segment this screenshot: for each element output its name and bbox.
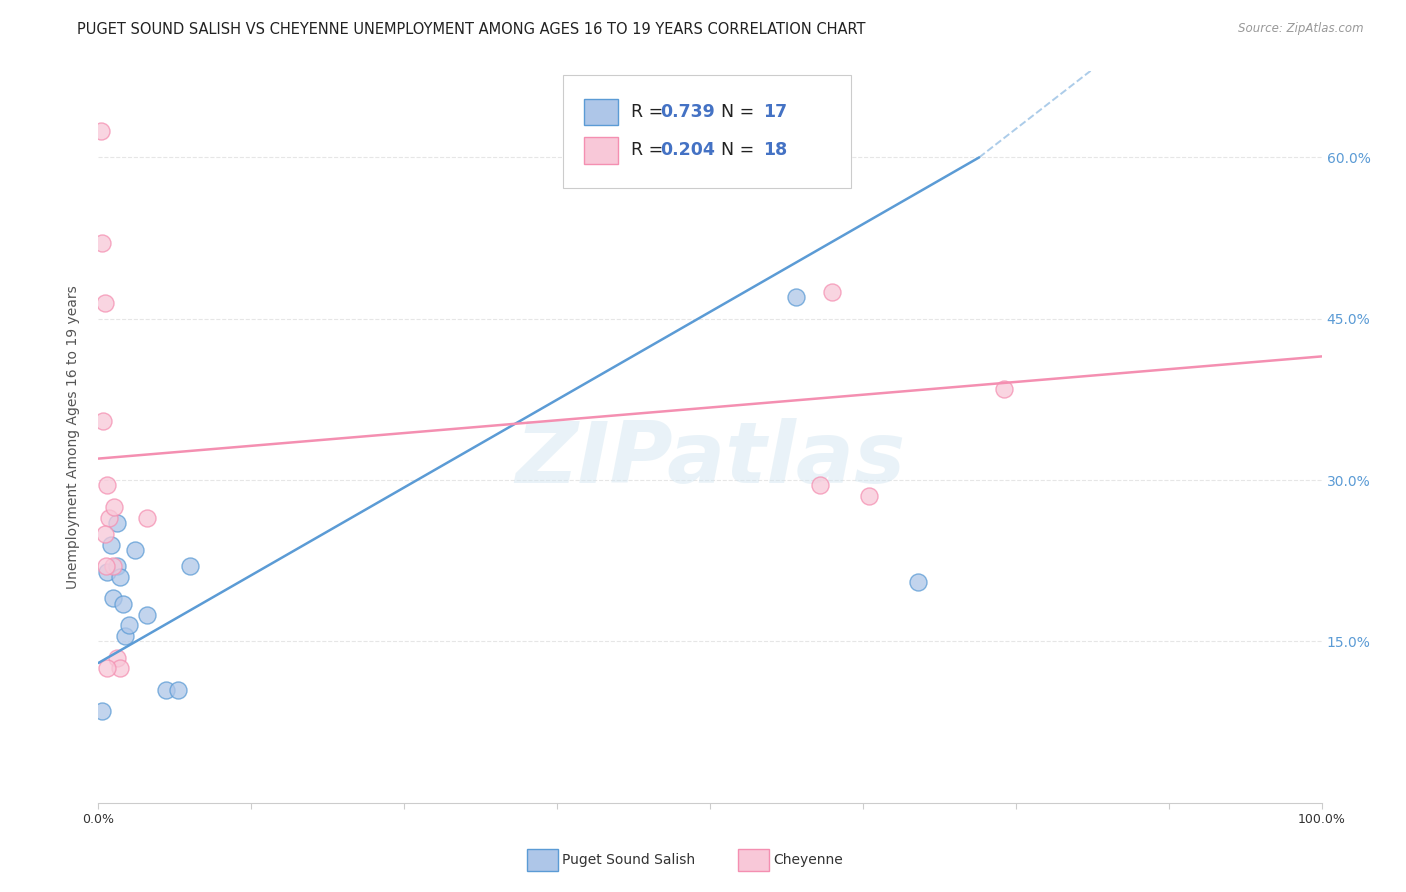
Point [90, 123, 112, 137]
Point [907, 575, 929, 590]
FancyBboxPatch shape [583, 99, 619, 126]
Point [105, 650, 128, 665]
Text: 18: 18 [762, 141, 787, 160]
Text: R =: R = [630, 103, 668, 121]
Text: 17: 17 [762, 103, 787, 121]
Point [167, 682, 190, 697]
Point [993, 382, 1015, 396]
Point [110, 570, 132, 584]
Point [96, 565, 118, 579]
Text: R =: R = [630, 141, 668, 160]
Point [101, 591, 124, 606]
FancyBboxPatch shape [564, 75, 851, 188]
Point [111, 597, 134, 611]
Point [808, 478, 831, 492]
Text: Source: ZipAtlas.com: Source: ZipAtlas.com [1239, 22, 1364, 36]
Point [105, 559, 128, 574]
Point [98, 510, 121, 524]
Point [96, 478, 118, 492]
Point [155, 682, 177, 697]
Text: Puget Sound Salish: Puget Sound Salish [562, 853, 696, 867]
Point [94, 559, 117, 574]
FancyBboxPatch shape [583, 137, 619, 163]
Point [785, 290, 807, 304]
Point [100, 538, 122, 552]
Point [91, 236, 114, 251]
Text: 0.739: 0.739 [659, 103, 714, 121]
Point [101, 559, 124, 574]
Text: Cheyenne: Cheyenne [773, 853, 844, 867]
Point [96, 661, 118, 675]
Point [124, 543, 146, 558]
Y-axis label: Unemployment Among Ages 16 to 19 years: Unemployment Among Ages 16 to 19 years [66, 285, 80, 589]
Point [91, 705, 114, 719]
Point [114, 629, 136, 643]
Point [858, 489, 880, 503]
Point [103, 500, 125, 514]
Point [136, 510, 159, 524]
Text: PUGET SOUND SALISH VS CHEYENNE UNEMPLOYMENT AMONG AGES 16 TO 19 YEARS CORRELATIO: PUGET SOUND SALISH VS CHEYENNE UNEMPLOYM… [77, 22, 866, 37]
Text: N =: N = [721, 141, 759, 160]
Point [110, 661, 132, 675]
Point [93, 527, 115, 541]
Point [821, 285, 844, 299]
Point [179, 559, 201, 574]
Point [91, 414, 114, 428]
Text: ZIPatlas: ZIPatlas [515, 417, 905, 500]
Point [93, 295, 115, 310]
Point [105, 516, 128, 530]
Text: N =: N = [721, 103, 759, 121]
Point [136, 607, 159, 622]
Text: 0.204: 0.204 [659, 141, 714, 160]
Point [118, 618, 141, 632]
